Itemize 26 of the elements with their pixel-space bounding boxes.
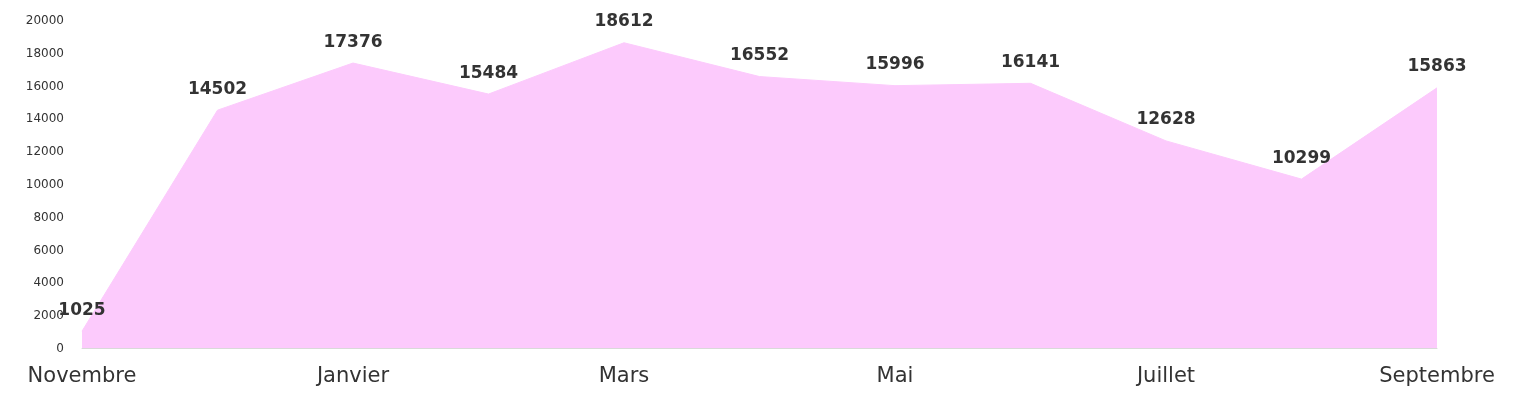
data-label: 12628	[1136, 108, 1196, 129]
y-tick-label: 0	[56, 341, 64, 355]
y-tick-label: 4000	[33, 275, 64, 290]
data-label: 17376	[323, 30, 383, 51]
data-label: 18612	[594, 10, 654, 31]
x-tick-label: Mars	[598, 362, 650, 387]
y-tick-label: 10000	[25, 177, 64, 191]
data-label: 16141	[1000, 50, 1061, 71]
data-label: 16552	[729, 44, 790, 65]
data-label: 15996	[865, 53, 925, 74]
x-tick-label: Septembre	[1379, 362, 1495, 387]
data-label: 10299	[1271, 146, 1332, 167]
y-tick-label: 8000	[33, 209, 64, 224]
data-label: 15484	[458, 61, 519, 82]
data-label: 15863	[1407, 55, 1467, 76]
y-tick-label: 14000	[25, 111, 64, 126]
data-label: 14502	[187, 77, 248, 98]
x-tick-label: Novembre	[27, 362, 137, 387]
y-tick-label: 20000	[25, 13, 64, 27]
y-tick-label: 18000	[25, 45, 64, 60]
x-tick-label: Mai	[876, 362, 914, 387]
x-tick-label: Juillet	[1134, 362, 1196, 387]
x-tick-label: Janvier	[314, 362, 390, 387]
y-tick-label: 6000	[33, 242, 64, 257]
y-tick-label: 12000	[25, 144, 64, 159]
y-tick-label: 16000	[25, 78, 64, 93]
